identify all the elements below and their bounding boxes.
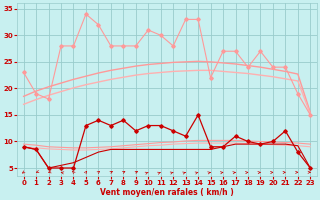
X-axis label: Vent moyen/en rafales ( km/h ): Vent moyen/en rafales ( km/h ) [100, 188, 234, 197]
